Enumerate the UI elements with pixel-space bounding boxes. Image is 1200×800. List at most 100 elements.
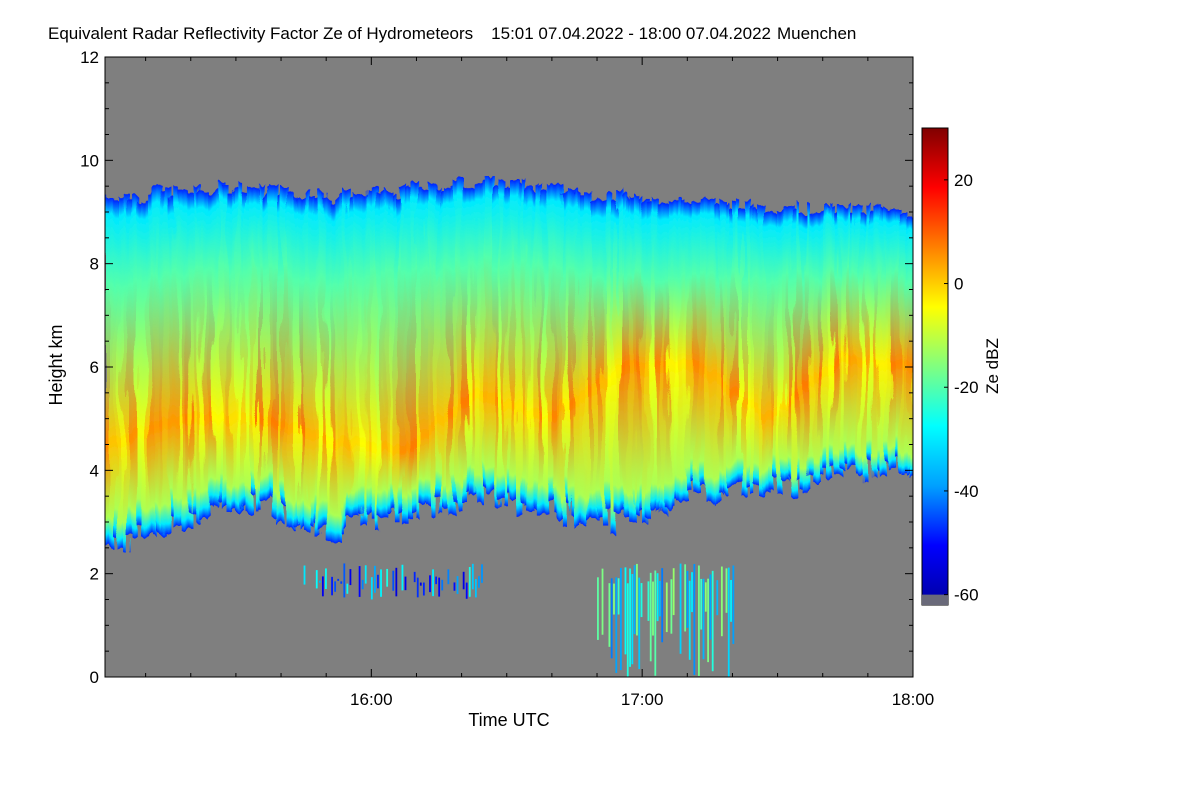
cloud-column — [615, 189, 621, 513]
echo-streak — [321, 576, 324, 597]
echo-streak — [727, 567, 730, 677]
echo-streak — [720, 566, 723, 637]
cloud-column — [750, 206, 757, 495]
cloud-column — [822, 206, 829, 470]
cloud-column — [339, 196, 346, 533]
cloud-column — [141, 198, 147, 537]
colorbar-tick-label: -40 — [954, 482, 979, 501]
echo-streak — [429, 575, 431, 593]
cloud-column — [244, 187, 251, 514]
cloud-column — [204, 190, 210, 517]
cloud-column — [285, 190, 292, 528]
cloud-column — [118, 196, 125, 549]
cloud-column — [890, 208, 897, 468]
cloud-column — [542, 190, 549, 515]
cloud-column — [281, 185, 287, 505]
echo-streak — [636, 563, 638, 636]
cloud-column — [466, 186, 472, 492]
cloud-column — [344, 189, 350, 528]
cloud-column — [335, 198, 341, 543]
title-time-range: 15:01 07.04.2022 - 18:00 07.04.2022 — [491, 24, 771, 43]
echo-streak — [361, 579, 364, 590]
cloud-column — [587, 190, 594, 518]
cloud-column — [660, 203, 666, 514]
cloud-column — [651, 198, 657, 508]
cloud-column — [597, 199, 603, 516]
echo-streak — [711, 570, 714, 672]
cloud-column — [700, 198, 707, 487]
cloud-column — [159, 192, 165, 534]
cloud-column — [208, 192, 215, 508]
cloud-column — [520, 178, 526, 504]
echo-streak — [325, 568, 327, 590]
cloud-column — [136, 200, 143, 526]
cloud-column — [903, 215, 910, 474]
cloud-column — [299, 197, 305, 530]
cloud-column — [619, 195, 626, 512]
cloud-layer-upper — [105, 176, 913, 553]
cloud-column — [768, 212, 775, 490]
echo-streak — [698, 565, 700, 676]
cloud-column — [484, 176, 490, 488]
cloud-column — [493, 187, 499, 509]
cloud-column — [353, 194, 359, 516]
low-echo-band — [303, 563, 483, 600]
cloud-column — [533, 182, 540, 509]
cloud-column — [867, 211, 874, 462]
cloud-column — [777, 210, 784, 495]
echo-streak — [716, 580, 719, 616]
echo-streak — [704, 582, 707, 612]
echo-streak — [435, 576, 438, 585]
cloud-column — [732, 201, 739, 485]
echo-streak — [613, 583, 615, 615]
cloud-column — [782, 210, 788, 481]
cloud-column — [831, 204, 838, 468]
cloud-column — [226, 194, 233, 513]
cloud-column — [145, 197, 152, 536]
cloud-column — [407, 189, 414, 520]
echo-streak — [661, 568, 664, 643]
cloud-column — [425, 182, 432, 507]
echo-streak — [358, 566, 361, 597]
colorbar — [921, 127, 949, 606]
echo-streak — [725, 568, 728, 613]
echo-streak — [679, 563, 682, 654]
cloud-column — [190, 191, 197, 514]
echo-streak — [392, 570, 395, 591]
cloud-column — [664, 204, 671, 508]
colorbar-tick-label: -20 — [954, 378, 979, 397]
cloud-column — [375, 193, 382, 533]
cloud-column — [705, 199, 712, 502]
cloud-column — [497, 179, 504, 500]
cloud-column — [551, 182, 558, 515]
x-tick-label: 17:00 — [621, 690, 664, 709]
cloud-column — [249, 186, 256, 493]
echo-streak — [386, 568, 389, 587]
cloud-column — [272, 184, 278, 519]
echo-streak — [629, 568, 631, 667]
cloud-column — [876, 206, 883, 469]
cloud-column — [186, 191, 192, 531]
cloud-column — [727, 210, 734, 484]
cloud-column — [673, 200, 680, 499]
echo-streak — [649, 572, 652, 662]
echo-streak — [401, 564, 404, 591]
cloud-column — [488, 176, 495, 492]
cloud-column — [899, 211, 906, 472]
cloud-column — [845, 201, 851, 461]
cloud-column — [578, 193, 585, 523]
cloud-column — [687, 204, 693, 491]
echo-streak — [447, 569, 450, 585]
echo-streak — [349, 569, 352, 586]
cloud-column — [854, 204, 861, 475]
echo-streak — [340, 581, 343, 584]
echo-streak — [652, 581, 654, 636]
echo-streak — [374, 565, 376, 593]
cloud-column — [574, 190, 581, 525]
echo-streak — [471, 563, 474, 590]
cloud-column — [556, 182, 563, 518]
cloud-column — [267, 186, 274, 499]
echo-streak — [654, 570, 657, 676]
cloud-column — [308, 199, 314, 526]
cloud-column — [222, 185, 229, 507]
